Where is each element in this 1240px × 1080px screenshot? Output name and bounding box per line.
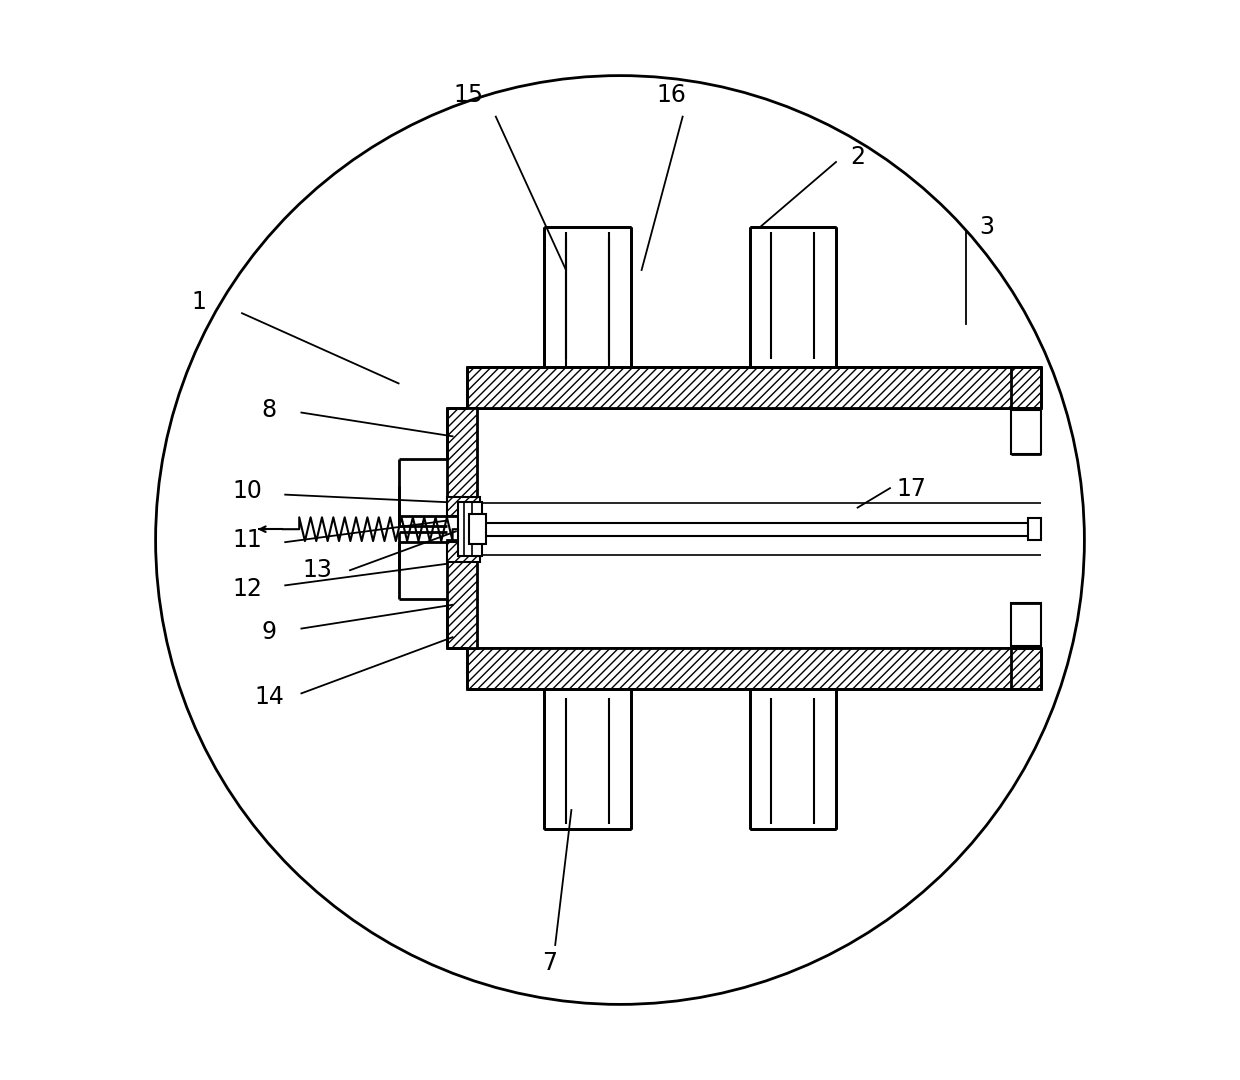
- Text: 13: 13: [303, 558, 332, 582]
- Bar: [469, 514, 486, 544]
- Text: 1: 1: [191, 291, 206, 314]
- Text: 11: 11: [233, 528, 263, 552]
- Bar: [750, 689, 836, 829]
- Bar: [466, 367, 1042, 408]
- Bar: [1028, 518, 1042, 540]
- Text: 16: 16: [657, 83, 687, 107]
- Bar: [1011, 603, 1042, 646]
- Text: 10: 10: [232, 480, 263, 503]
- Bar: [466, 648, 1042, 689]
- Text: 15: 15: [454, 83, 484, 107]
- Bar: [448, 497, 480, 516]
- Bar: [448, 542, 480, 562]
- Bar: [1011, 410, 1042, 454]
- Text: 2: 2: [851, 145, 866, 168]
- Text: 7: 7: [542, 951, 557, 975]
- Text: 14: 14: [254, 685, 284, 708]
- Text: 9: 9: [262, 620, 277, 644]
- Text: 8: 8: [262, 399, 277, 422]
- Text: 17: 17: [897, 477, 926, 501]
- Bar: [448, 540, 477, 648]
- Bar: [544, 227, 631, 367]
- Bar: [458, 502, 482, 556]
- Text: 3: 3: [980, 215, 994, 239]
- Bar: [448, 408, 477, 516]
- Bar: [544, 689, 631, 829]
- Bar: [750, 227, 836, 367]
- Text: 12: 12: [232, 577, 263, 600]
